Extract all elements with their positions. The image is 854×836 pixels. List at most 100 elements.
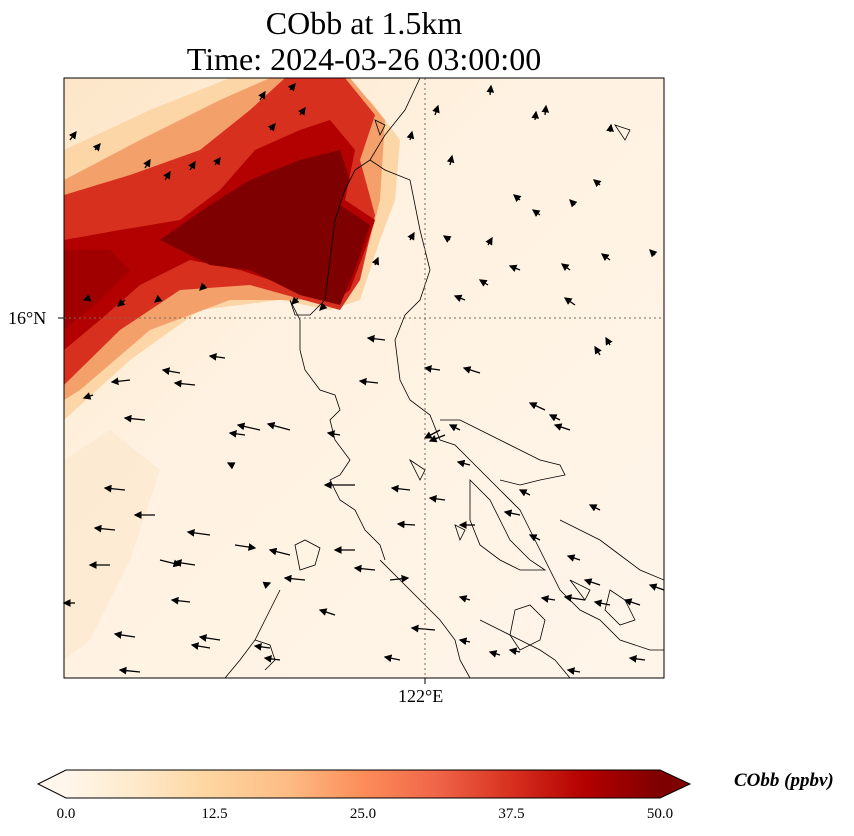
wind-arrow [442, 235, 452, 243]
colorbar-tick-label: 50.0 [646, 806, 674, 822]
wind-arrow [389, 574, 410, 583]
wind-arrow [396, 520, 416, 529]
wind-arrow [600, 253, 611, 262]
wind-arrow [458, 637, 471, 646]
wind-arrow [82, 294, 92, 302]
wind-arrow [541, 104, 550, 116]
wind-arrow [563, 594, 586, 602]
wind-arrow [508, 264, 521, 273]
wind-arrow [428, 494, 446, 503]
wind-arrow [103, 484, 126, 493]
wind-arrow [593, 179, 602, 188]
wind-arrow [118, 666, 141, 675]
wind-arrow [213, 156, 221, 166]
colorbar [36, 769, 692, 799]
wind-arrow [198, 634, 221, 642]
wind-arrow [528, 534, 541, 542]
wind-arrow [188, 160, 196, 171]
latitude-label: 16°N [8, 308, 47, 328]
colorbar-tick-label: 25.0 [349, 806, 377, 822]
colorbar-label: CObb (ppbv) [734, 770, 834, 791]
wind-arrow [540, 595, 556, 603]
wind-arrow [199, 282, 208, 291]
wind-arrow [253, 642, 271, 651]
wind-arrow [263, 654, 281, 663]
wind-arrow [190, 642, 211, 650]
wind-arrow [605, 336, 613, 346]
wind-arrow [478, 279, 489, 287]
concentration-field [64, 78, 664, 678]
wind-arrow [161, 367, 181, 375]
wind-arrow [423, 429, 441, 439]
wind-arrow [406, 130, 415, 141]
wind-arrow [648, 583, 665, 591]
wind-arrow [407, 231, 415, 241]
wind-arrow [226, 462, 236, 470]
wind-arrow [283, 574, 306, 583]
colorbar-tick-label: 0.0 [56, 806, 76, 822]
colorbar-outline [36, 769, 692, 799]
wind-arrow [208, 352, 226, 361]
wind-arrow [93, 524, 116, 533]
wind-arrow [266, 421, 291, 431]
wind-arrow [173, 559, 196, 567]
wind-arrow [234, 543, 257, 551]
wind-arrow [606, 123, 614, 133]
plot-title-line2: Time: 2024-03-26 03:00:00 [186, 41, 542, 77]
plot-title-line1: CObb at 1.5km [265, 5, 463, 41]
wind-arrow [486, 84, 495, 96]
colorbar-gradient [66, 770, 660, 798]
wind-arrow [92, 143, 101, 152]
wind-arrow [383, 654, 401, 663]
map-frame [63, 77, 665, 679]
wind-arrow [485, 236, 493, 246]
colorbar-tick-label: 37.5 [498, 806, 525, 822]
wind-arrow [110, 377, 131, 386]
wind-arrow [287, 83, 296, 92]
wind-arrow [268, 547, 291, 556]
wind-arrow [488, 650, 501, 658]
wind-arrow [563, 297, 576, 306]
wind-arrow [68, 130, 77, 141]
wind-arrow [366, 334, 386, 343]
wind-arrow [170, 596, 191, 605]
wind-arrow [513, 194, 522, 203]
wind-arrow [623, 598, 641, 606]
wind-arrow [649, 249, 658, 258]
wind-arrow [410, 624, 436, 633]
wind-arrow [628, 654, 646, 663]
wind-arrow [456, 459, 471, 468]
wind-arrow [82, 392, 94, 400]
wind-arrow [594, 345, 602, 356]
wind-arrow [446, 154, 455, 166]
wind-arrow [432, 104, 440, 116]
wind-arrow [123, 414, 146, 423]
colorbar-over-extension [660, 770, 690, 798]
wind-arrow [117, 298, 126, 307]
wind-arrow [566, 667, 581, 675]
wind-arrow [319, 302, 328, 311]
wind-arrow [528, 402, 546, 411]
wind-arrow [448, 424, 461, 432]
wind-arrow [553, 423, 571, 431]
map-panel [58, 77, 665, 684]
wind-arrow [143, 158, 151, 169]
wind-arrow [318, 608, 336, 616]
wind-arrow [423, 364, 441, 373]
wind-arrow [531, 110, 540, 121]
wind-arrow [113, 631, 136, 639]
wind-arrow [163, 170, 171, 181]
wind-arrow [186, 529, 211, 537]
wind-arrow [569, 199, 578, 208]
wind-arrow [358, 377, 379, 386]
wind-arrow [593, 599, 611, 608]
wind-arrow [458, 595, 471, 603]
wind-arrow [173, 379, 196, 388]
colorbar-under-extension [38, 770, 66, 798]
wind-arrow [326, 430, 341, 438]
wind-arrow [588, 504, 601, 512]
wind-arrow [371, 256, 380, 266]
wind-arrow [566, 554, 581, 562]
wind-arrow [298, 106, 306, 116]
wind-arrow [267, 123, 276, 132]
